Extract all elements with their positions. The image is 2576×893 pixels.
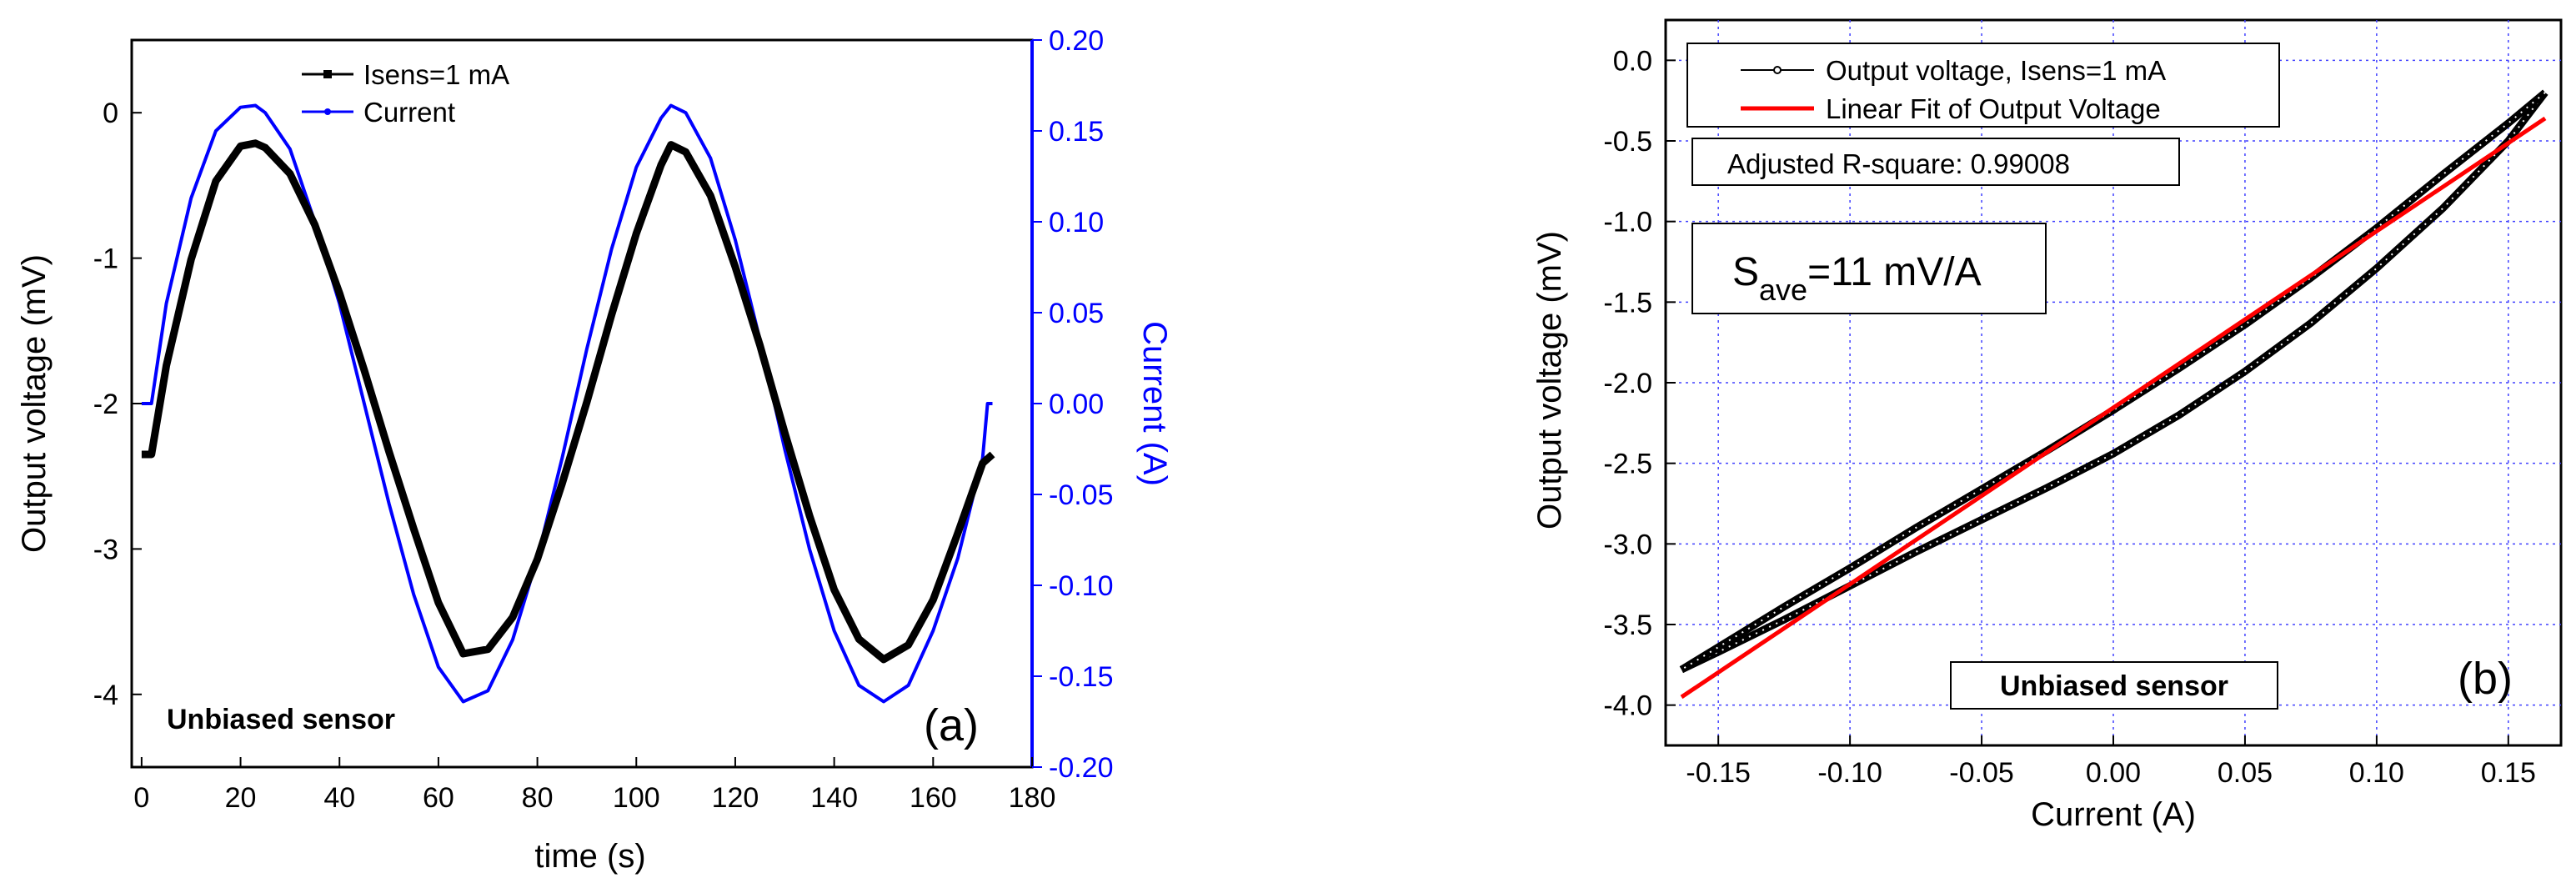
chart-a-y-axis-title-right: Current (A) (1136, 321, 1173, 486)
voltage-line (141, 139, 995, 664)
x-tick-label: 120 (712, 782, 759, 814)
y-right-tick-label: -0.20 (1049, 752, 1114, 784)
y-tick-label: -1.0 (1603, 207, 1652, 238)
sensitivity-box (1691, 223, 2047, 314)
legend-current-label: Current (363, 97, 455, 128)
chart-a-panel-label: (a) (924, 700, 979, 750)
y-left-tick-label: -3 (93, 534, 118, 565)
chart-a-voltage-series (141, 139, 995, 664)
legend-voltage-label: Isens=1 mA (363, 59, 509, 90)
chart-a-x-ticks: 0 20 40 60 80 100 120 140 160 180 (133, 757, 1055, 814)
sensor-label-box (1950, 661, 2278, 710)
x-tick-label: 0.15 (2481, 757, 2536, 789)
chart-a-annotation: Unbiased sensor (167, 704, 395, 735)
chart-b-x-ticks: -0.15 -0.10 -0.05 0.00 0.05 0.10 0.15 (1686, 735, 2536, 789)
r-square-box (1691, 138, 2180, 186)
y-left-tick-label: 0 (103, 98, 118, 129)
x-tick-label: 0.00 (2086, 757, 2141, 789)
chart-b-panel-label: (b) (2458, 654, 2513, 704)
x-tick-label: 180 (1009, 782, 1056, 814)
y-right-tick-label: 0.05 (1049, 298, 1104, 329)
y-tick-label: -2.5 (1603, 449, 1652, 480)
legend-output-label: Output voltage, Isens=1 mA (1826, 55, 2166, 86)
y-left-tick-label: -2 (93, 389, 118, 420)
x-tick-label: 80 (522, 782, 554, 814)
y-tick-label: -4.0 (1603, 690, 1652, 722)
y-tick-label: 0.0 (1613, 45, 1652, 77)
y-right-tick-label: 0.00 (1049, 389, 1104, 420)
y-tick-label: -1.5 (1603, 287, 1652, 319)
sensitivity-subscript: ave (1759, 273, 1807, 307)
chart-b-y-ticks: 0.0 -0.5 -1.0 -1.5 -2.0 -2.5 -3.0 -3.5 -4.0 (1603, 45, 1676, 722)
chart-b: -0.15 -0.10 -0.05 0.00 0.05 0.10 0.15 0.0 -0.5 -… (1531, 18, 2563, 833)
data-branch-up (1680, 90, 2548, 674)
chart-a-current-series (141, 103, 993, 704)
chart-b-legend: Output voltage, Isens=1 mA Linear Fit of… (1686, 43, 2280, 128)
chart-a-legend: Isens=1 mA Current (302, 59, 509, 128)
y-left-tick-label: -4 (93, 680, 118, 711)
x-tick-label: 140 (810, 782, 858, 814)
x-tick-label: 40 (323, 782, 355, 814)
current-line (141, 103, 993, 704)
y-tick-label: -2.0 (1603, 368, 1652, 399)
x-tick-label: 0 (133, 782, 149, 814)
chart-b-legend-box (1686, 43, 2280, 128)
chart-b-y-axis-title: Output voltage (mV) (1531, 231, 1568, 529)
legend-fit-label: Linear Fit of Output Voltage (1826, 93, 2161, 124)
chart-b-x-axis-title: Current (A) (2031, 796, 2196, 833)
x-tick-label: 20 (225, 782, 257, 814)
data-branch-down-marker-fill (1681, 92, 2546, 670)
y-tick-label: -3.5 (1603, 610, 1652, 641)
r-square-label: Adjusted R-square: 0.99008 (1727, 148, 2070, 179)
chart-a-y-axis-title-left: Output voltage (mV) (16, 254, 53, 553)
x-tick-label: 0.05 (2218, 757, 2273, 789)
x-tick-label: 60 (423, 782, 454, 814)
x-tick-label: -0.15 (1686, 757, 1751, 789)
y-left-tick-label: -1 (93, 243, 118, 275)
legend-output-marker (1773, 66, 1782, 74)
sensor-label: Unbiased sensor (2000, 670, 2228, 702)
legend-voltage-marker (323, 70, 332, 78)
linear-fit-line (1680, 116, 2547, 700)
y-tick-label: -3.0 (1603, 529, 1652, 560)
y-right-tick-label: -0.05 (1049, 479, 1114, 511)
x-tick-label: 100 (613, 782, 660, 814)
sensitivity-value: =11 mV/A (1807, 250, 1982, 294)
sensitivity-s: S (1732, 250, 1759, 294)
x-tick-label: 160 (910, 782, 957, 814)
chart-a-x-axis-title: time (s) (534, 838, 645, 875)
chart-a-y-ticks-right: 0.20 0.15 0.10 0.05 0.00 -0.05 -0.10 -0.15 -0.20 (1032, 25, 1114, 784)
x-tick-label: -0.10 (1817, 757, 1882, 789)
y-right-tick-label: 0.20 (1049, 25, 1104, 57)
x-tick-label: -0.05 (1949, 757, 2014, 789)
chart-a: 0 20 40 60 80 100 120 140 160 180 0-1-2-3-4 0.200… (16, 25, 1173, 875)
y-right-tick-label: 0.15 (1049, 116, 1104, 148)
sensitivity-label: Save=11 mV/A (1732, 250, 1982, 307)
y-right-tick-label: -0.15 (1049, 661, 1114, 693)
x-tick-label: 0.10 (2349, 757, 2404, 789)
legend-current-marker (324, 108, 331, 115)
y-right-tick-label: 0.10 (1049, 207, 1104, 238)
y-right-tick-label: -0.10 (1049, 570, 1114, 602)
y-tick-label: -0.5 (1603, 126, 1652, 158)
chart-b-fit-series (1680, 116, 2547, 700)
chart-a-y-ticks-left: 0 -1 -2 -3 -4 (93, 98, 142, 711)
